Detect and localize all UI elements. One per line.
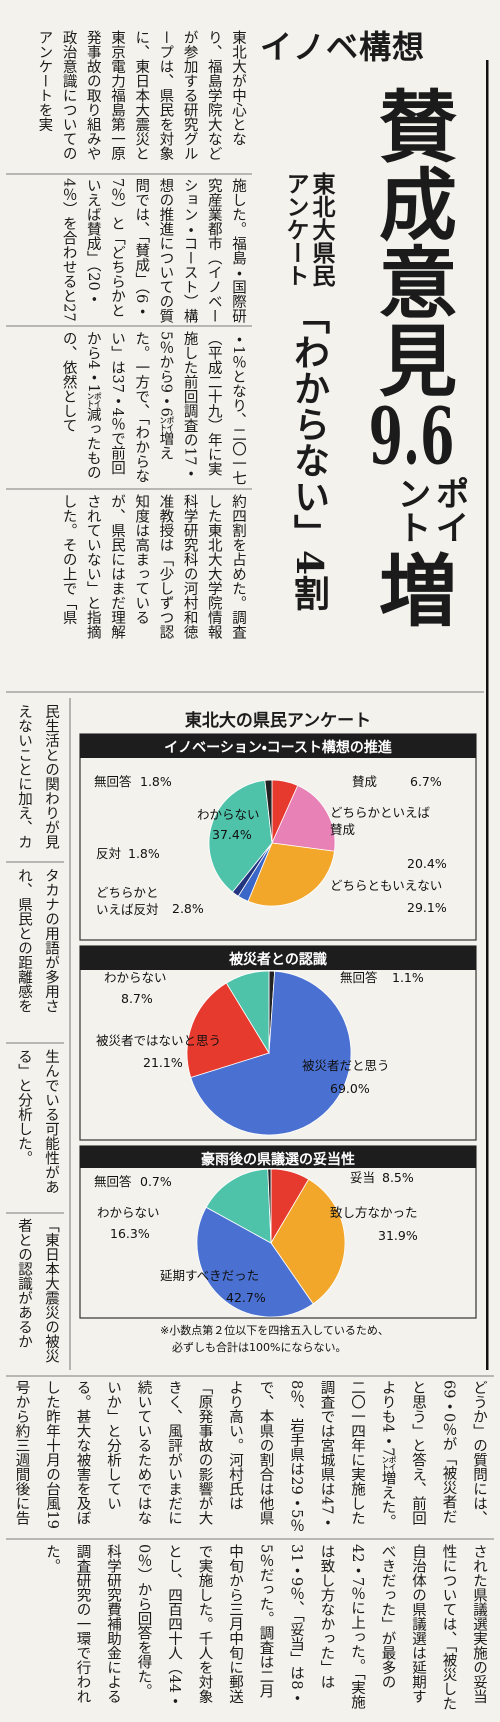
slice-label: どちらかといえば賛成 — [330, 805, 431, 837]
slice-label: わからない — [97, 1205, 160, 1220]
slice-label: 賛成 — [352, 774, 378, 789]
slice-value: 20.4% — [407, 856, 447, 871]
panel-title: 豪雨後の県議選の妥当性 — [201, 1152, 355, 1168]
slice-label: どちらかといえば反対 — [96, 885, 159, 917]
slice-value: 37.4% — [212, 827, 252, 842]
slice-label: 被災者ではないと思う — [96, 1033, 222, 1048]
pie-slice — [270, 1178, 346, 1305]
pie-slice — [208, 779, 273, 893]
panel-header-bar — [80, 946, 476, 970]
pie-slice — [247, 842, 335, 907]
figure-note: ※小数点第２位以下を四捨五入しているため、 — [160, 1324, 389, 1337]
article-text: どうか」の質問には、69・0％が「被災者だと思う」と答え、前回よりも4・7㌽増え… — [13, 1380, 488, 1533]
slice-value: 42.7% — [226, 1290, 266, 1305]
article-text: 約四割を占めた。調査した東北大大学院情報科学研究科の河村和徳准教授は「少しずつ認… — [60, 494, 246, 639]
pie-slice — [190, 970, 352, 1136]
headline-text: 賛成意見 — [366, 86, 457, 398]
article-text: 民生活との関わりが見えないことに加え、カ — [16, 704, 59, 849]
article-text: 東北大が中心となり、福島学院大などが参加する研究グループは、県民を対象に、東日本… — [36, 30, 246, 161]
article-text: タカナの用語が多用され、県民との距離感を — [16, 868, 59, 1013]
slice-value: 16.3% — [110, 1226, 150, 1241]
slice-value: 2.8% — [172, 901, 204, 916]
article-text: 生んでいる可能性がある」と分析した。 — [16, 1049, 59, 1194]
headline-number: 9.6 — [368, 398, 455, 476]
headline-unit: ポイント — [391, 476, 469, 544]
figure-title: 東北大の県民アンケート — [184, 711, 372, 731]
slice-value: 1.8% — [140, 774, 172, 789]
slice-label: わからない — [104, 970, 167, 985]
panel-header-bar — [80, 734, 476, 758]
headline: 賛成意見9.6ポイント増 — [366, 86, 469, 646]
column-rule — [486, 60, 489, 1370]
pie-slice — [271, 784, 336, 852]
kicker: イノベ構想 — [260, 28, 426, 66]
panel-header-bar — [80, 1146, 476, 1168]
subheadline-line: 東北大県民 — [308, 172, 334, 287]
slice-value: 1.8% — [128, 846, 160, 861]
panel-title: 被災者との認識 — [229, 952, 327, 968]
pie-slice — [267, 1168, 272, 1244]
slice-value: 8.5% — [382, 1170, 414, 1185]
article-text: ・1％となり、二〇一七（平成二十九）年に実施した前回調査の17・5％から9・6㌽… — [60, 331, 246, 486]
article-text: 施した。福島・国際研究産業都市（イノベーション・コースト）構想の推進についての質… — [60, 178, 246, 323]
subheadline-line: アンケート — [282, 172, 308, 287]
article-text: 「東日本大震災の被災者との認識があるか — [16, 1218, 59, 1363]
pie-slice — [186, 982, 270, 1079]
headline-suffix: 増 — [366, 550, 457, 628]
article-text: された県議選実施の妥当性については、「被災した自治体の県議選は延期すべきだった」… — [44, 1544, 487, 1711]
subheadline: 東北大県民 アンケート — [280, 172, 334, 297]
slice-label: 延期すべきだった — [160, 1268, 260, 1283]
slice-label: 無回答 — [340, 970, 378, 985]
slice-label: 被災者だと思う — [302, 1058, 390, 1073]
slice-label: 妥当 — [350, 1170, 376, 1185]
panel-title: イノベーション・コースト構想の推進 — [164, 740, 392, 756]
pie-slice — [225, 970, 270, 1055]
slice-value: 8.7% — [121, 991, 153, 1006]
figure-note: 必ずしも合計は100%にならない。 — [172, 1341, 347, 1354]
pie-slice — [205, 1168, 272, 1244]
slice-value: 6.7% — [410, 774, 442, 789]
slice-value: 29.1% — [407, 900, 447, 915]
slice-value: 1.1% — [392, 970, 424, 985]
pie-slice — [196, 1206, 314, 1318]
slice-value: 31.9% — [378, 1228, 418, 1243]
slice-label: 致し方なかった — [330, 1205, 418, 1220]
slice-label: 無回答 — [94, 774, 132, 789]
slice-label: どちらともいえない — [330, 878, 443, 893]
slice-value: 21.1% — [143, 1055, 183, 1070]
headline-secondary: 「わからない」4割 — [288, 298, 330, 612]
slice-value: 69.0% — [330, 1081, 370, 1096]
pie-slice — [264, 779, 273, 844]
slice-label: 反対 — [96, 846, 122, 861]
slice-label: わからない — [197, 807, 260, 822]
slice-label: 無回答 — [94, 1174, 132, 1189]
slice-value: 0.7% — [140, 1174, 172, 1189]
